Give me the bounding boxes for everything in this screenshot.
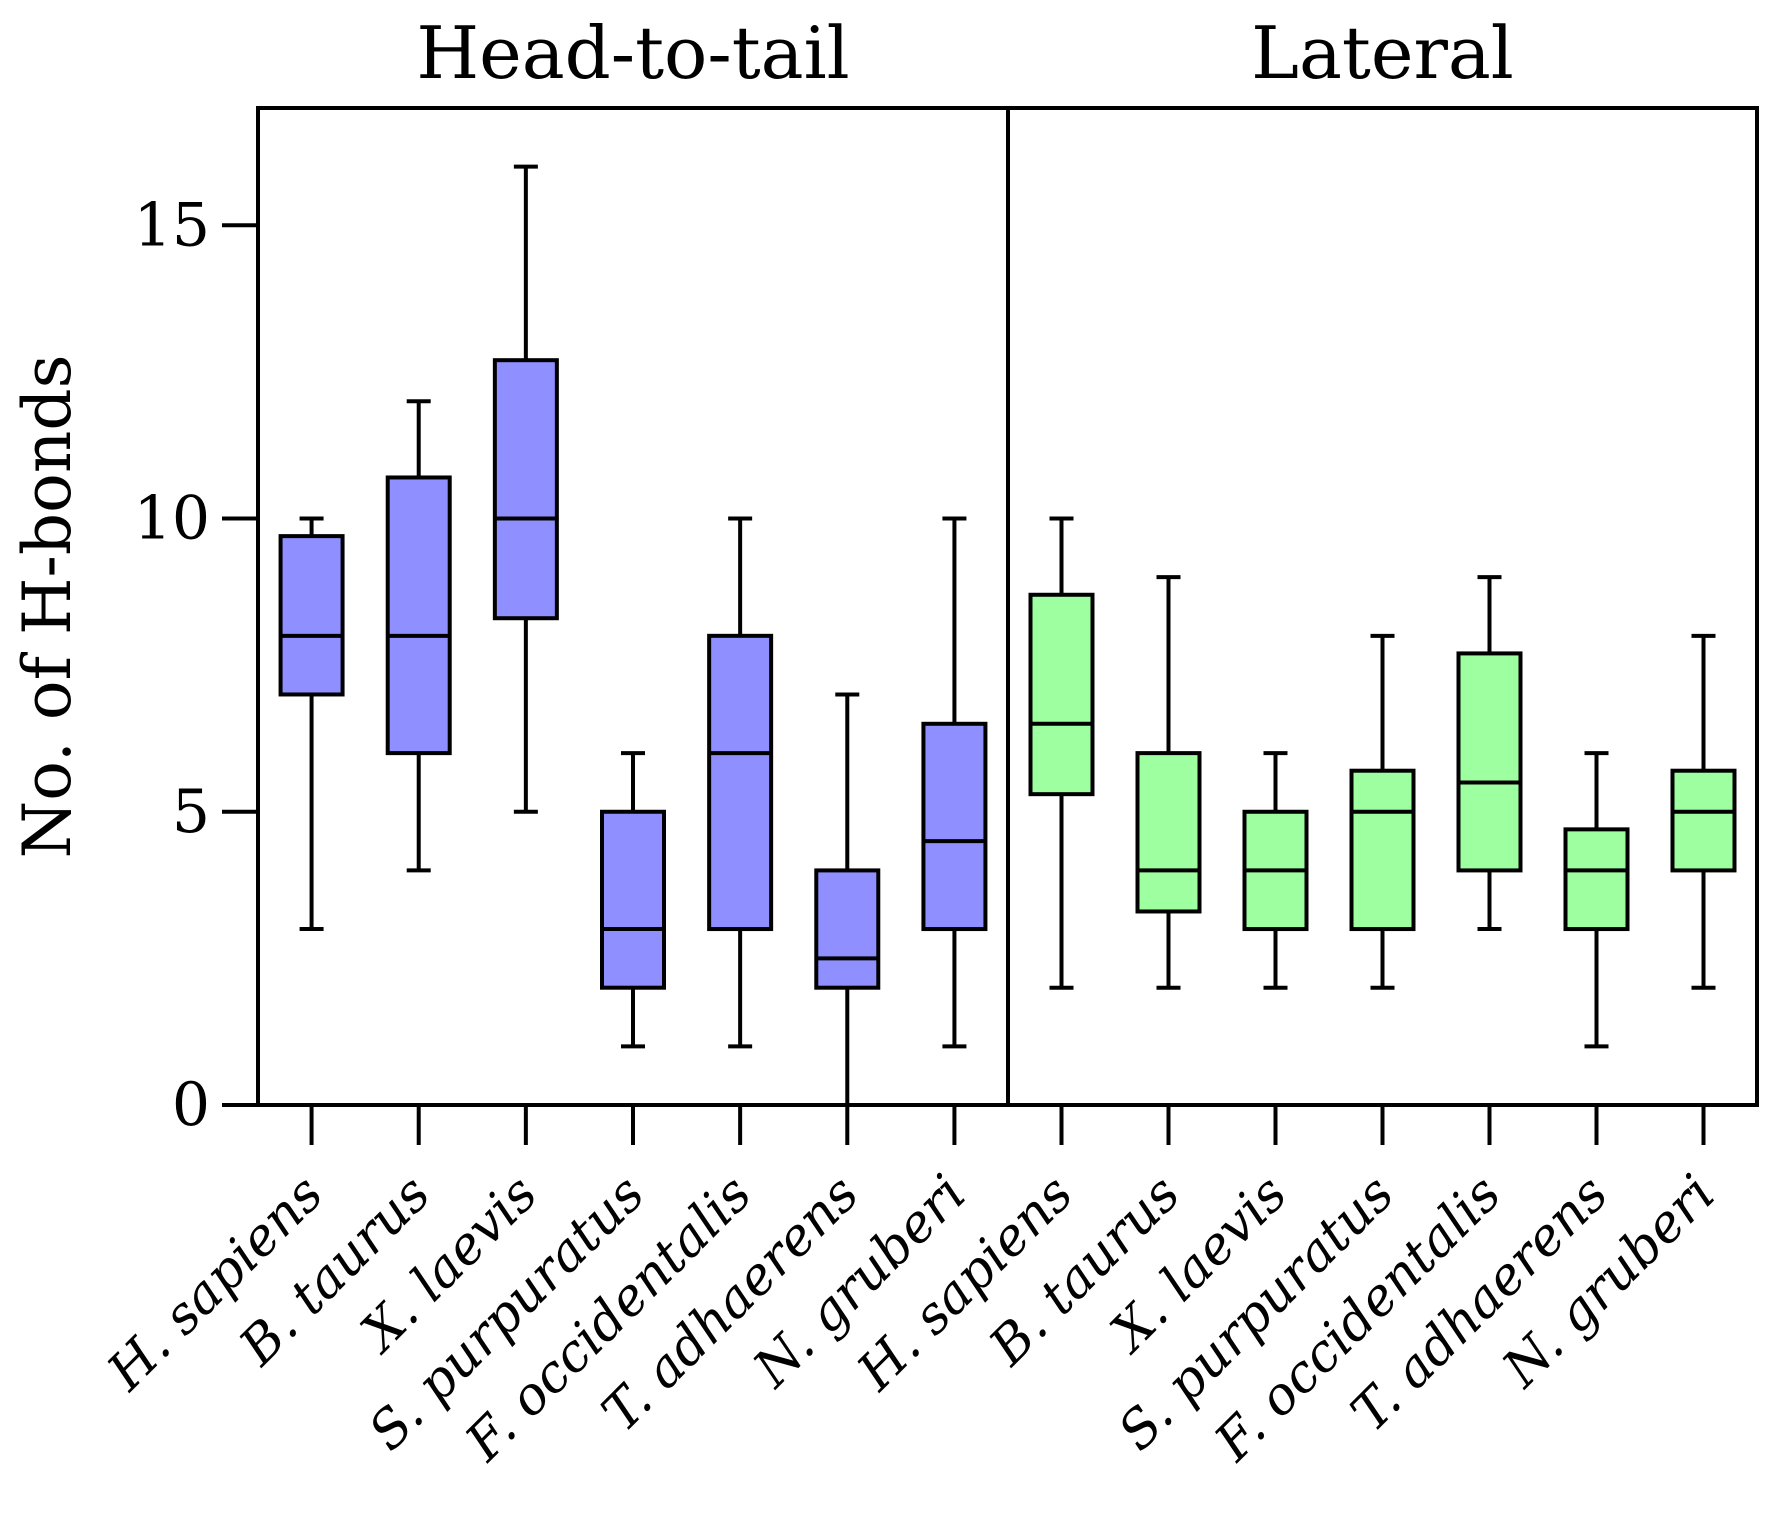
box: [492, 358, 559, 621]
y-tick-label: 15: [134, 190, 210, 260]
box: [1135, 751, 1202, 914]
box: [1670, 768, 1737, 873]
y-tick-label: 5: [172, 777, 210, 847]
y-tick-label: 0: [172, 1070, 210, 1140]
box: [1028, 592, 1095, 797]
panel-title: Lateral: [1251, 11, 1514, 95]
y-axis-label: No. of H-bonds: [9, 355, 86, 859]
y-tick-label: 10: [134, 484, 210, 554]
box: [278, 534, 345, 697]
box: [707, 633, 774, 932]
box: [385, 475, 452, 756]
box: [814, 868, 881, 990]
box: [1349, 768, 1416, 932]
box: [600, 809, 666, 990]
box: [921, 721, 988, 932]
box: [1456, 651, 1523, 873]
box: [1563, 827, 1630, 932]
panel-title: Head-to-tail: [416, 11, 849, 95]
